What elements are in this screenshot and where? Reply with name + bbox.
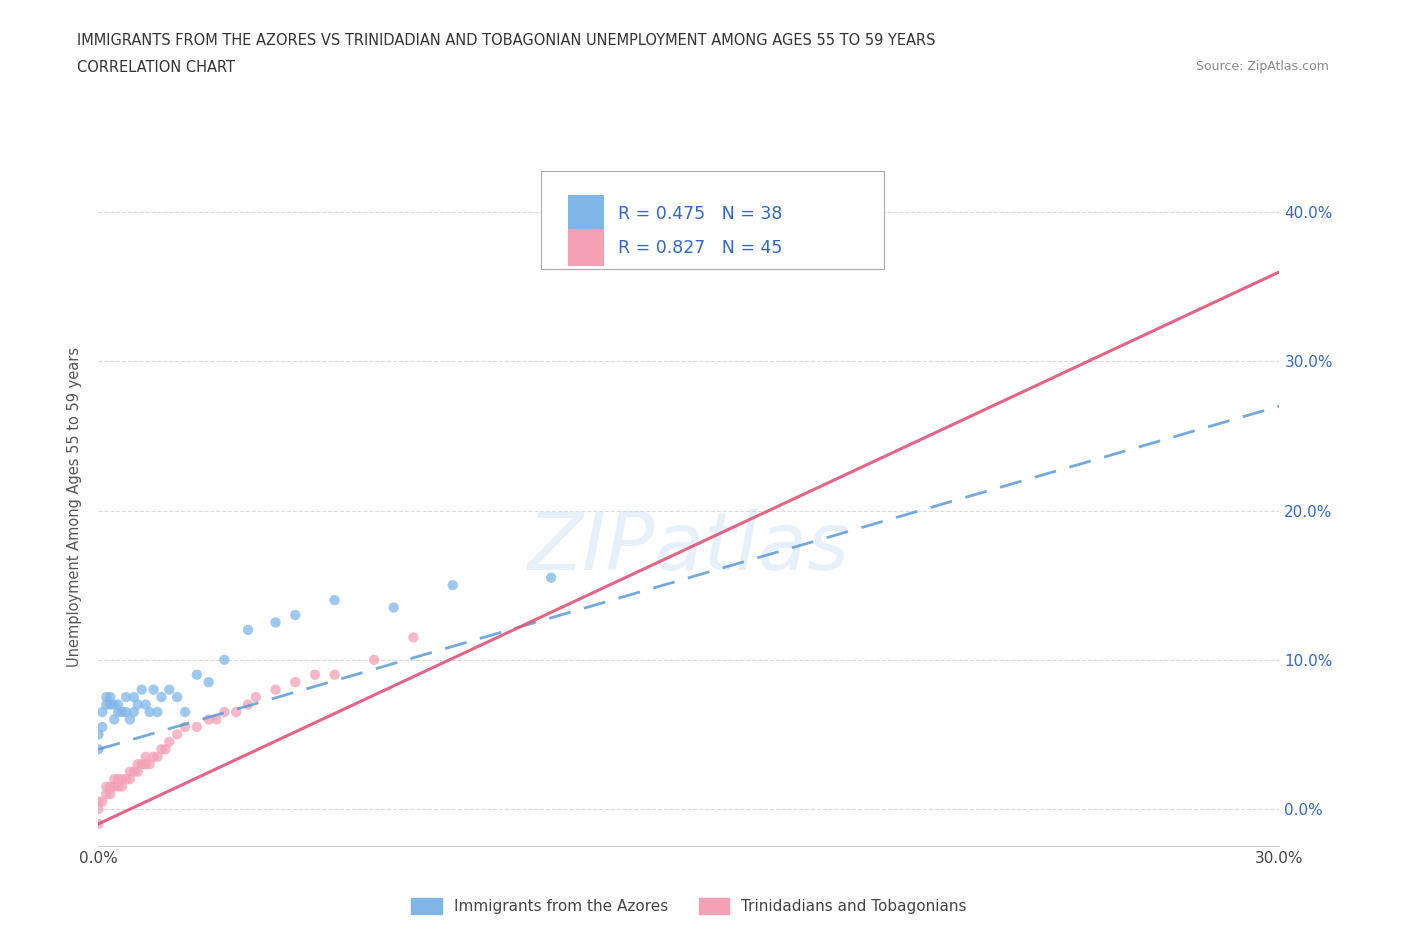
Point [87, 794, 110, 809]
Point [127, 698, 149, 712]
Point [135, 750, 157, 764]
Point [236, 622, 259, 637]
Point [214, 652, 236, 667]
Point [142, 750, 165, 764]
Point [115, 705, 138, 720]
Point [115, 772, 138, 787]
Point [197, 675, 219, 690]
Point [150, 690, 173, 705]
Point [157, 735, 180, 750]
Legend: Immigrants from the Azores, Trinidadians and Tobagonians: Immigrants from the Azores, Trinidadians… [405, 892, 973, 920]
Point [264, 683, 287, 698]
Point [91, 720, 114, 735]
Point [98, 787, 121, 802]
Point [323, 592, 346, 607]
Point [142, 683, 165, 698]
Point [146, 750, 169, 764]
Text: ZIPatlas: ZIPatlas [527, 509, 851, 587]
Point [131, 683, 153, 698]
Point [540, 570, 562, 585]
Point [103, 698, 125, 712]
Point [284, 607, 307, 622]
Point [118, 712, 141, 727]
FancyBboxPatch shape [541, 171, 884, 270]
Point [91, 794, 114, 809]
Point [87, 802, 110, 817]
Point [135, 757, 157, 772]
Point [103, 712, 125, 727]
Point [304, 667, 326, 682]
Point [441, 578, 464, 592]
Point [87, 817, 110, 831]
Point [87, 742, 110, 757]
Point [127, 757, 149, 772]
Bar [568, 229, 605, 266]
Point [236, 698, 259, 712]
Point [103, 772, 125, 787]
Text: CORRELATION CHART: CORRELATION CHART [77, 60, 235, 75]
Point [284, 675, 307, 690]
Point [264, 615, 287, 630]
Point [107, 698, 129, 712]
Point [323, 667, 346, 682]
Point [197, 712, 219, 727]
Y-axis label: Unemployment Among Ages 55 to 59 years: Unemployment Among Ages 55 to 59 years [67, 347, 83, 667]
Point [118, 772, 141, 787]
Text: IMMIGRANTS FROM THE AZORES VS TRINIDADIAN AND TOBAGONIAN UNEMPLOYMENT AMONG AGES: IMMIGRANTS FROM THE AZORES VS TRINIDADIA… [77, 33, 936, 47]
Point [107, 772, 129, 787]
Point [96, 698, 118, 712]
Point [245, 690, 267, 705]
Point [107, 705, 129, 720]
Text: R = 0.475   N = 38: R = 0.475 N = 38 [619, 205, 783, 222]
Point [166, 690, 188, 705]
Point [363, 652, 385, 667]
Point [118, 764, 141, 779]
Point [146, 705, 169, 720]
Point [205, 712, 228, 727]
Point [96, 779, 118, 794]
Bar [568, 195, 605, 232]
Point [138, 705, 160, 720]
Point [150, 742, 173, 757]
Point [166, 727, 188, 742]
Point [382, 600, 405, 615]
Text: Source: ZipAtlas.com: Source: ZipAtlas.com [1195, 60, 1329, 73]
Point [111, 772, 134, 787]
Point [98, 698, 121, 712]
Point [111, 779, 134, 794]
Point [107, 779, 129, 794]
Point [155, 742, 177, 757]
Point [122, 705, 145, 720]
Point [214, 705, 236, 720]
Point [174, 705, 197, 720]
Point [131, 757, 153, 772]
Point [174, 720, 197, 735]
Point [103, 779, 125, 794]
Point [157, 683, 180, 698]
Point [87, 727, 110, 742]
Point [98, 690, 121, 705]
Point [225, 705, 247, 720]
Point [122, 764, 145, 779]
Point [91, 705, 114, 720]
Point [186, 667, 208, 682]
Point [697, 249, 720, 264]
Point [96, 690, 118, 705]
Point [96, 787, 118, 802]
Point [111, 705, 134, 720]
Point [402, 630, 425, 644]
Point [127, 764, 149, 779]
Point [138, 757, 160, 772]
Point [98, 779, 121, 794]
Point [186, 720, 208, 735]
Point [122, 690, 145, 705]
Point [115, 690, 138, 705]
Text: R = 0.827   N = 45: R = 0.827 N = 45 [619, 238, 783, 257]
Point [135, 698, 157, 712]
